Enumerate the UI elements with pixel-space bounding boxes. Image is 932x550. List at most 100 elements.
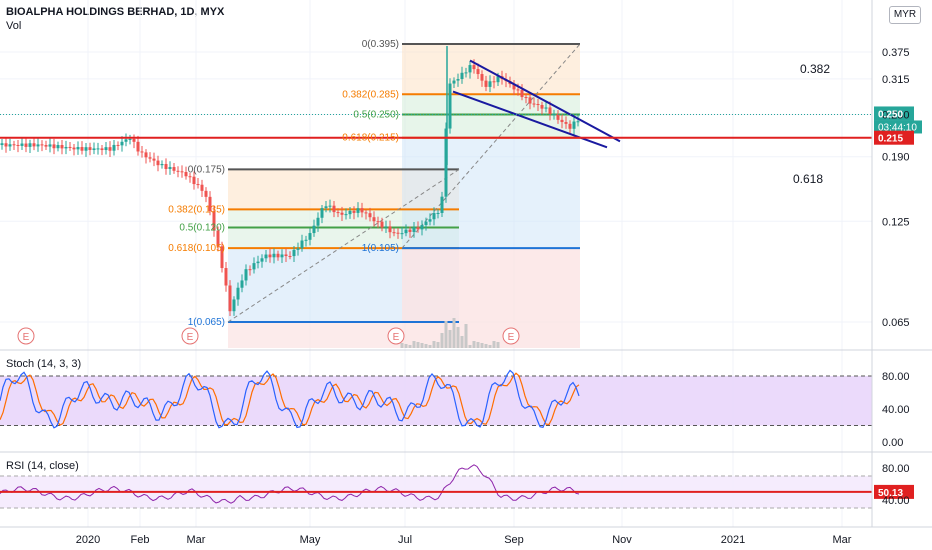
- candle-body: [304, 239, 308, 241]
- candle-body: [404, 229, 408, 234]
- volume-bar: [464, 324, 468, 348]
- candle-body: [24, 143, 28, 147]
- x-tick-label: Jul: [398, 534, 412, 546]
- candle-body: [380, 221, 384, 228]
- candle-body: [20, 143, 24, 146]
- candle-body: [472, 65, 476, 70]
- volume-bar: [468, 345, 472, 348]
- earnings-marker-label: E: [393, 332, 400, 343]
- candle-body: [236, 287, 240, 300]
- x-tick-label: 2020: [76, 534, 100, 546]
- candle-body: [312, 225, 316, 234]
- candle-body: [352, 210, 356, 213]
- candle-body: [360, 208, 364, 213]
- candle-body: [520, 89, 524, 98]
- fib-zones: [0, 43, 872, 508]
- candle-body: [336, 212, 340, 214]
- candle-body: [564, 122, 568, 124]
- rsi-value-tag: [874, 484, 914, 499]
- candle-body: [368, 213, 372, 218]
- candle-body: [280, 254, 284, 258]
- volume-bar: [488, 345, 492, 348]
- candle-body: [372, 217, 376, 222]
- x-tick-label: Feb: [131, 534, 150, 546]
- support-label: 0.215: [878, 134, 903, 145]
- stoch-title: Stoch (14, 3, 3): [6, 358, 81, 370]
- fib-zone: [228, 209, 459, 228]
- rsi-tick-label: 40.00: [882, 495, 910, 507]
- earnings-marker: [387, 327, 405, 345]
- candle-body: [480, 74, 484, 81]
- candle-body: [324, 206, 328, 209]
- candle-body: [488, 81, 492, 87]
- candle-body: [528, 97, 532, 104]
- fib-zone: [402, 114, 580, 138]
- support-tag: [874, 130, 914, 145]
- candle-body: [392, 232, 396, 234]
- stoch-tick-label: 80.00: [882, 371, 910, 383]
- last-price-label: 0.250: [878, 109, 903, 120]
- candle-body: [180, 171, 184, 173]
- candle-body: [484, 80, 488, 87]
- candle-body: [440, 196, 444, 213]
- candle-body: [136, 141, 140, 152]
- y-tick-label: 0.250: [882, 109, 910, 121]
- earnings-marker-label: E: [23, 332, 30, 343]
- candle-body: [68, 146, 72, 148]
- candle-body: [452, 80, 456, 84]
- candle-body: [40, 144, 44, 146]
- candle-body: [388, 226, 392, 233]
- candle-body: [200, 184, 204, 191]
- candle-body: [124, 139, 128, 142]
- stoch-k-line: [0, 369, 580, 429]
- earnings-marker: [17, 327, 35, 345]
- fib-level-label: 1(0.105): [362, 243, 399, 254]
- candle-body: [232, 299, 236, 312]
- candle-body: [560, 119, 564, 123]
- y-tick-label: 0.190: [882, 152, 910, 164]
- candle-body: [248, 269, 252, 271]
- candle-body: [220, 246, 224, 269]
- candle-body: [292, 249, 296, 257]
- candle-body: [272, 253, 276, 258]
- candle-body: [224, 268, 228, 286]
- candle-body: [568, 123, 572, 129]
- candle-body: [284, 254, 288, 257]
- candle-body: [132, 138, 136, 142]
- candle-body: [444, 128, 448, 197]
- candle-body: [172, 167, 176, 171]
- candle-body: [36, 144, 40, 147]
- candle-body: [48, 144, 52, 147]
- candle-body: [428, 219, 432, 222]
- candle-body: [356, 208, 360, 213]
- candle-body: [460, 72, 464, 80]
- currency-button[interactable]: MYR: [889, 6, 921, 24]
- candle-body: [52, 144, 56, 149]
- trendline-upper: [469, 59, 621, 143]
- y-tick-label: 0.125: [882, 216, 910, 228]
- candle-body: [276, 253, 280, 258]
- candle-body: [96, 148, 100, 150]
- annotation-text: 0.382: [800, 62, 830, 76]
- candle-body: [420, 225, 424, 230]
- candle-body: [76, 147, 80, 150]
- x-tick-label: Mar: [187, 534, 206, 546]
- volume-bar: [412, 341, 416, 348]
- candle-body: [12, 144, 16, 146]
- candle-body: [204, 190, 208, 197]
- candle-body: [100, 148, 104, 151]
- candle-body: [424, 221, 428, 226]
- volume-bar: [440, 333, 444, 348]
- rsi-line: [0, 464, 580, 504]
- earnings-marker: [181, 327, 199, 345]
- volume-bar: [472, 341, 476, 348]
- candle-body: [344, 214, 348, 216]
- stoch-tick-label: 0.00: [882, 437, 903, 449]
- candle-body: [544, 107, 548, 109]
- candle-body: [436, 212, 440, 214]
- candle-body: [400, 233, 404, 235]
- candle-body: [108, 147, 112, 151]
- candle-body: [408, 229, 412, 232]
- fib-level-label: 0.5(0.250): [353, 109, 399, 120]
